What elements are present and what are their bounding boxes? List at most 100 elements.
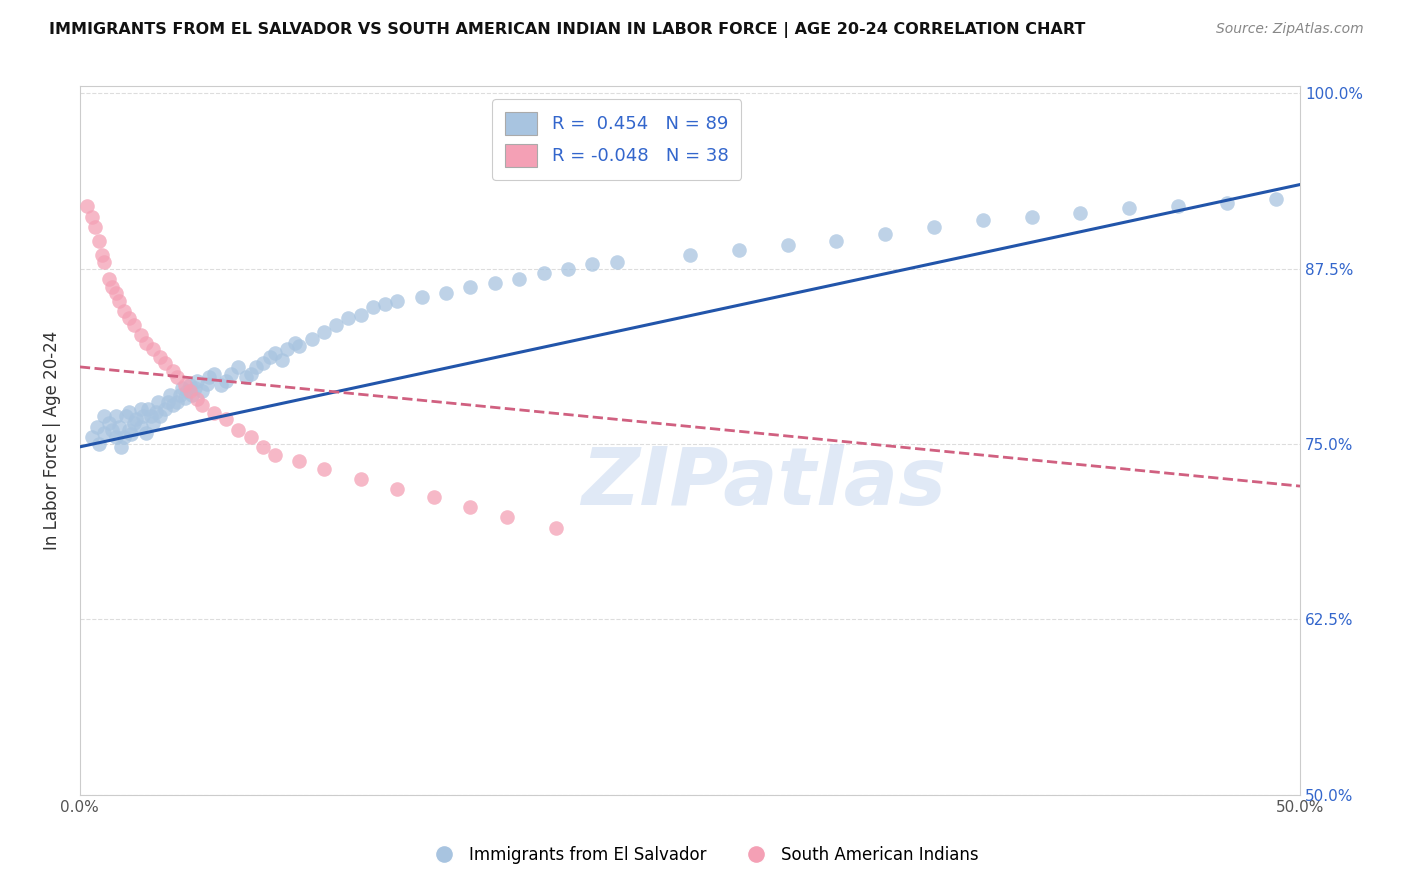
Point: [80, 210, 103, 224]
Point: [484, 276, 506, 290]
Point: [105, 285, 128, 300]
Point: [325, 318, 347, 332]
Point: [118, 310, 141, 325]
Point: [508, 271, 530, 285]
Point: [169, 388, 191, 402]
Point: [142, 342, 165, 356]
Point: [239, 430, 262, 444]
Point: [239, 367, 262, 381]
Point: [110, 440, 132, 454]
Point: [1264, 192, 1286, 206]
Point: [156, 395, 179, 409]
Point: [136, 401, 159, 416]
Point: [271, 352, 294, 367]
Point: [228, 423, 250, 437]
Point: [145, 405, 167, 419]
Point: [581, 258, 603, 272]
Point: [312, 462, 335, 476]
Point: [557, 261, 579, 276]
Point: [252, 356, 274, 370]
Point: [183, 381, 205, 395]
Point: [276, 342, 298, 356]
Point: [86, 420, 108, 434]
Point: [159, 388, 181, 402]
Point: [112, 303, 135, 318]
Point: [349, 308, 371, 322]
Point: [98, 271, 121, 285]
Text: IMMIGRANTS FROM EL SALVADOR VS SOUTH AMERICAN INDIAN IN LABOR FORCE | AGE 20-24 : IMMIGRANTS FROM EL SALVADOR VS SOUTH AME…: [49, 22, 1085, 38]
Point: [118, 423, 141, 437]
Point: [108, 420, 131, 434]
Point: [1069, 205, 1091, 219]
Point: [105, 409, 128, 423]
Text: ZIPatlas: ZIPatlas: [581, 444, 946, 522]
Point: [544, 521, 567, 535]
Point: [80, 430, 103, 444]
Point: [105, 430, 128, 444]
Point: [129, 401, 152, 416]
Point: [301, 332, 323, 346]
Point: [434, 285, 457, 300]
Point: [76, 198, 98, 212]
Point: [146, 395, 169, 409]
Point: [288, 454, 311, 468]
Text: Source: ZipAtlas.com: Source: ZipAtlas.com: [1216, 22, 1364, 37]
Point: [149, 350, 172, 364]
Point: [132, 409, 155, 423]
Point: [89, 437, 111, 451]
Point: [264, 448, 287, 462]
Legend: Immigrants from El Salvador, South American Indians: Immigrants from El Salvador, South Ameri…: [420, 839, 986, 871]
Point: [195, 376, 218, 391]
Point: [139, 409, 162, 423]
Point: [209, 378, 232, 392]
Point: [179, 384, 201, 398]
Point: [235, 369, 257, 384]
Point: [284, 336, 307, 351]
Point: [166, 369, 188, 384]
Point: [460, 500, 482, 515]
Point: [173, 378, 195, 392]
Point: [825, 234, 848, 248]
Point: [83, 219, 105, 234]
Point: [93, 254, 115, 268]
Point: [172, 381, 194, 395]
Point: [162, 364, 184, 378]
Point: [179, 378, 201, 392]
Point: [100, 423, 122, 437]
Point: [108, 293, 131, 308]
Point: [173, 391, 195, 405]
Point: [135, 336, 157, 351]
Point: [922, 219, 945, 234]
Point: [776, 238, 799, 252]
Point: [875, 227, 897, 241]
Point: [215, 374, 238, 388]
Point: [727, 244, 749, 258]
Point: [496, 510, 519, 524]
Point: [349, 472, 371, 486]
Point: [142, 416, 165, 430]
Point: [186, 374, 208, 388]
Point: [90, 248, 112, 262]
Point: [264, 346, 287, 360]
Point: [115, 409, 138, 423]
Point: [155, 401, 177, 416]
Point: [93, 425, 115, 440]
Point: [149, 409, 172, 423]
Point: [337, 310, 360, 325]
Point: [162, 398, 184, 412]
Point: [186, 392, 208, 406]
Point: [1167, 198, 1189, 212]
Point: [191, 398, 214, 412]
Point: [181, 388, 204, 402]
Point: [191, 384, 214, 398]
Point: [1021, 210, 1043, 224]
Point: [129, 327, 152, 342]
Point: [460, 280, 482, 294]
Point: [422, 491, 444, 505]
Point: [89, 234, 111, 248]
Point: [679, 248, 702, 262]
Point: [93, 409, 115, 423]
Point: [245, 359, 267, 374]
Point: [135, 425, 157, 440]
Point: [125, 411, 148, 425]
